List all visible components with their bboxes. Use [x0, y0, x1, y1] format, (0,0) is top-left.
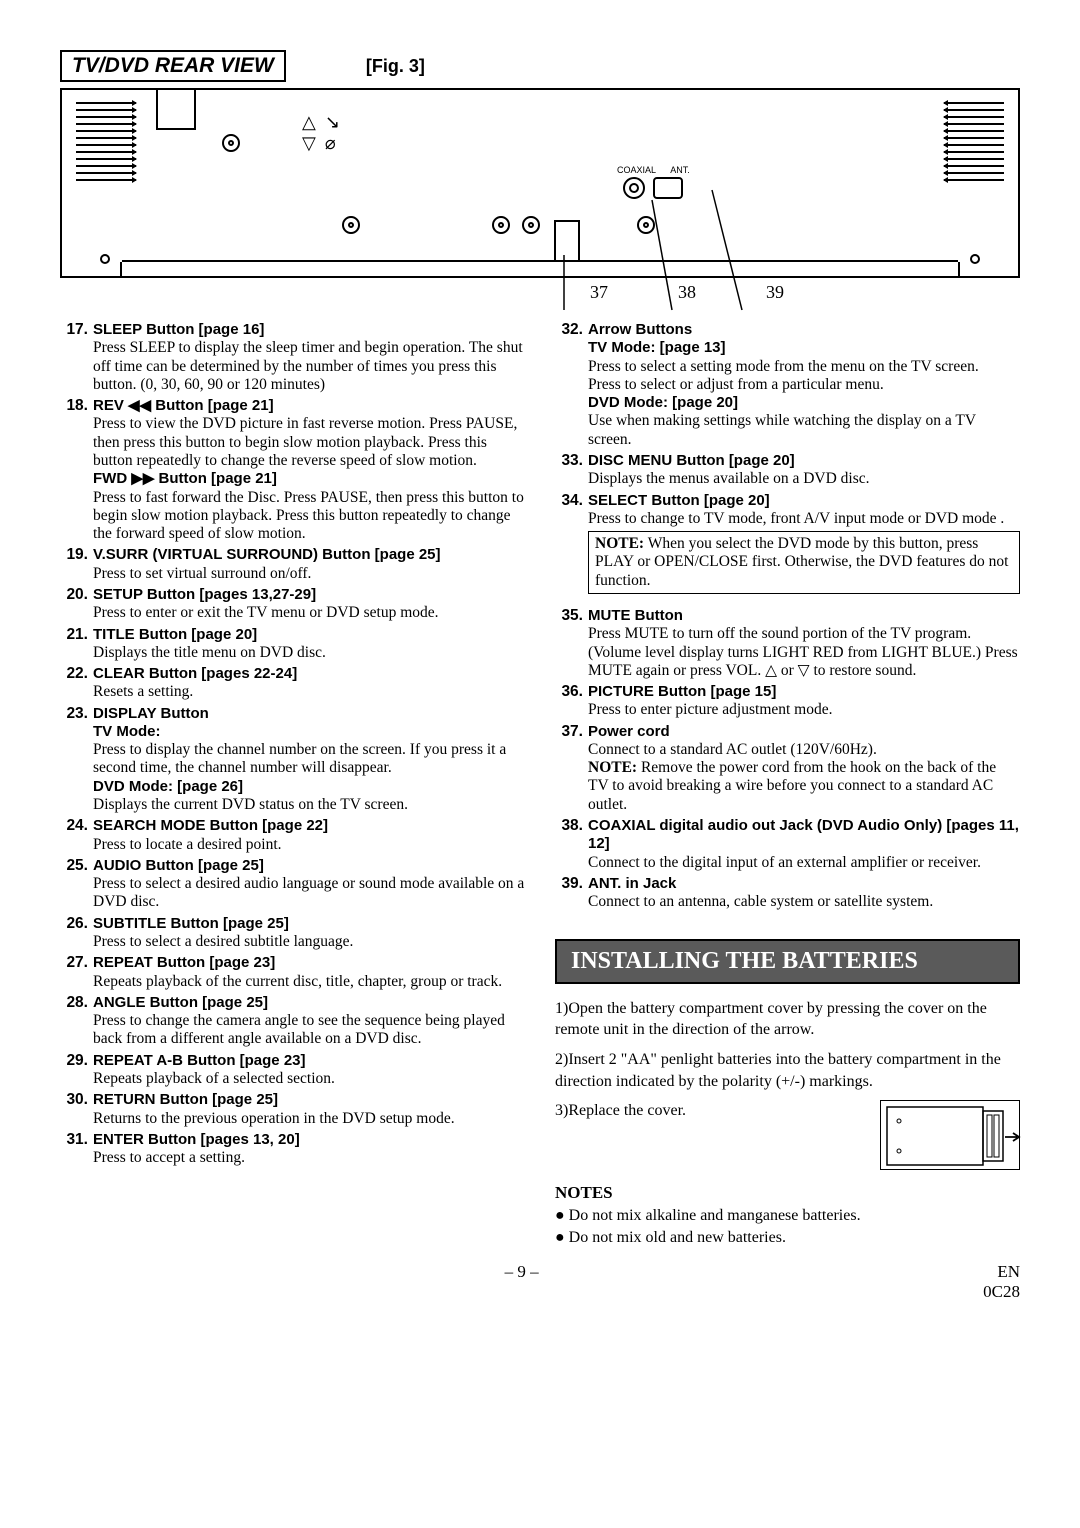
screw-icon: [637, 216, 655, 234]
subtitle-button-head: SUBTITLE Button [page 25]: [93, 915, 289, 932]
header-row: TV/DVD REAR VIEW [Fig. 3]: [60, 50, 1020, 82]
notes-heading: NOTES: [555, 1182, 1020, 1205]
figure-label: [Fig. 3]: [366, 56, 425, 77]
coaxial-label: COAXIAL: [617, 165, 656, 175]
audio-button-head: AUDIO Button [page 25]: [93, 857, 264, 874]
symbol-group: △ ↘▽ ⌀: [302, 112, 340, 154]
sleep-button-head: SLEEP Button [page 16]: [93, 321, 264, 338]
fwd-button-head: FWD ▶▶ Button [page 21]: [93, 470, 277, 487]
arrow-buttons-head: Arrow Buttons: [588, 321, 692, 338]
angle-button-head: ANGLE Button [page 25]: [93, 994, 268, 1011]
picture-button-head: PICTURE Button [page 15]: [588, 683, 776, 700]
title-button-head: TITLE Button [page 20]: [93, 626, 257, 643]
repeat-ab-head: REPEAT A-B Button [page 23]: [93, 1052, 306, 1069]
note-bullet-2: ● Do not mix old and new batteries.: [555, 1227, 1020, 1249]
mute-button-head: MUTE Button: [588, 607, 683, 624]
footer-code: 0C28: [983, 1282, 1020, 1301]
page-footer: – 9 – EN0C28: [60, 1262, 1020, 1302]
power-cord-head: Power cord: [588, 723, 670, 740]
note-bullet-1: ● Do not mix alkaline and manganese batt…: [555, 1205, 1020, 1227]
top-feature: [156, 90, 196, 130]
screw-icon: [342, 216, 360, 234]
screw-icon: [222, 134, 240, 152]
rev-button-head: REV ◀◀ Button [page 21]: [93, 397, 274, 414]
header-title: TV/DVD REAR VIEW: [60, 50, 286, 82]
footer-lang: EN: [997, 1262, 1020, 1281]
install-batteries-title: INSTALLING THE BATTERIES: [555, 939, 1020, 983]
step-3: 3)Replace the cover.: [555, 1100, 811, 1122]
vent-lines-right: [944, 102, 1004, 181]
right-column: 32.Arrow ButtonsTV Mode: [page 13]Press …: [555, 321, 1020, 1248]
callout-37: 37: [590, 282, 608, 303]
step-1: 1)Open the battery compartment cover by …: [555, 998, 1020, 1041]
inner-base: [122, 260, 958, 262]
ant-jack-head: ANT. in Jack: [588, 875, 676, 892]
select-button-head: SELECT Button [page 20]: [588, 492, 770, 509]
setup-button-head: SETUP Button [pages 13,27-29]: [93, 586, 316, 603]
callout-39: 39: [766, 282, 784, 303]
ant-label: ANT.: [670, 165, 690, 175]
step-2: 2)Insert 2 "AA" penlight batteries into …: [555, 1049, 1020, 1092]
hole-icon: [100, 254, 110, 264]
enter-button-head: ENTER Button [pages 13, 20]: [93, 1131, 300, 1148]
search-mode-head: SEARCH MODE Button [page 22]: [93, 817, 328, 834]
return-button-head: RETURN Button [page 25]: [93, 1091, 278, 1108]
battery-compartment-icon: [880, 1100, 1020, 1170]
rear-view-diagram: △ ↘▽ ⌀ COAXIAL ANT.: [60, 88, 1020, 278]
battery-steps: 1)Open the battery compartment cover by …: [555, 998, 1020, 1249]
select-note-box: NOTE: When you select the DVD mode by th…: [588, 531, 1020, 594]
disc-menu-head: DISC MENU Button [page 20]: [588, 452, 795, 469]
cord-hook: [554, 220, 580, 262]
left-column: 17.SLEEP Button [page 16]Press SLEEP to …: [60, 321, 525, 1248]
vsurr-button-head: V.SURR (VIRTUAL SURROUND) Button [page 2…: [93, 546, 441, 563]
display-button-head: DISPLAY Button: [93, 705, 209, 722]
content-columns: 17.SLEEP Button [page 16]Press SLEEP to …: [60, 321, 1020, 1248]
vent-lines-left: [76, 102, 136, 181]
port-labels: COAXIAL ANT.: [617, 165, 690, 199]
page-number: – 9 –: [505, 1262, 539, 1302]
repeat-button-head: REPEAT Button [page 23]: [93, 954, 275, 971]
callout-38: 38: [678, 282, 696, 303]
callout-numbers: 37 38 39: [590, 282, 1020, 303]
hole-icon: [970, 254, 980, 264]
clear-button-head: CLEAR Button [pages 22-24]: [93, 665, 297, 682]
coaxial-jack-head: COAXIAL digital audio out Jack (DVD Audi…: [588, 817, 1019, 852]
screw-icon: [492, 216, 510, 234]
screw-icon: [522, 216, 540, 234]
